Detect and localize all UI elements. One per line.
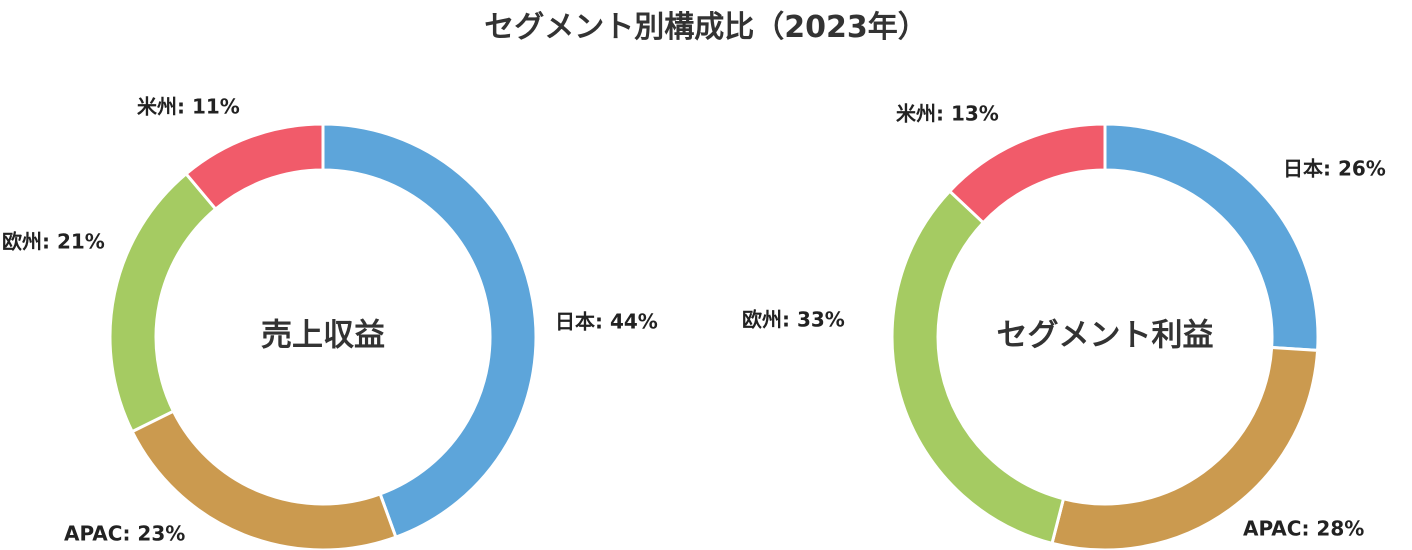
slice-label-europe: 欧州: 21% [2,230,105,254]
slice-label-apac: APAC: 28% [1243,517,1364,541]
donut-chart-segment-profit: セグメント利益 日本: 26% APAC: 28% 欧州: 33% 米州: 13% [742,102,1386,550]
center-label-segment-profit: セグメント利益 [997,318,1214,354]
slice-japan [321,122,538,540]
slice-europe [890,189,1066,546]
donut-chart-revenue: 売上収益 日本: 44% APAC: 23% 欧州: 21% 米州: 11% [2,95,658,550]
slice-label-japan: 日本: 26% [1283,157,1386,181]
center-label-revenue: 売上収益 [261,318,385,354]
slice-label-americas: 米州: 13% [896,102,999,126]
chart-title: セグメント別構成比（2023年） [484,10,928,45]
slice-americas [183,122,325,212]
slice-label-americas: 米州: 11% [137,95,240,119]
slice-label-japan: 日本: 44% [555,310,658,334]
slice-europe [108,171,218,434]
slice-americas [947,122,1107,225]
slice-label-europe: 欧州: 33% [742,308,845,332]
slice-label-apac: APAC: 23% [64,522,185,546]
